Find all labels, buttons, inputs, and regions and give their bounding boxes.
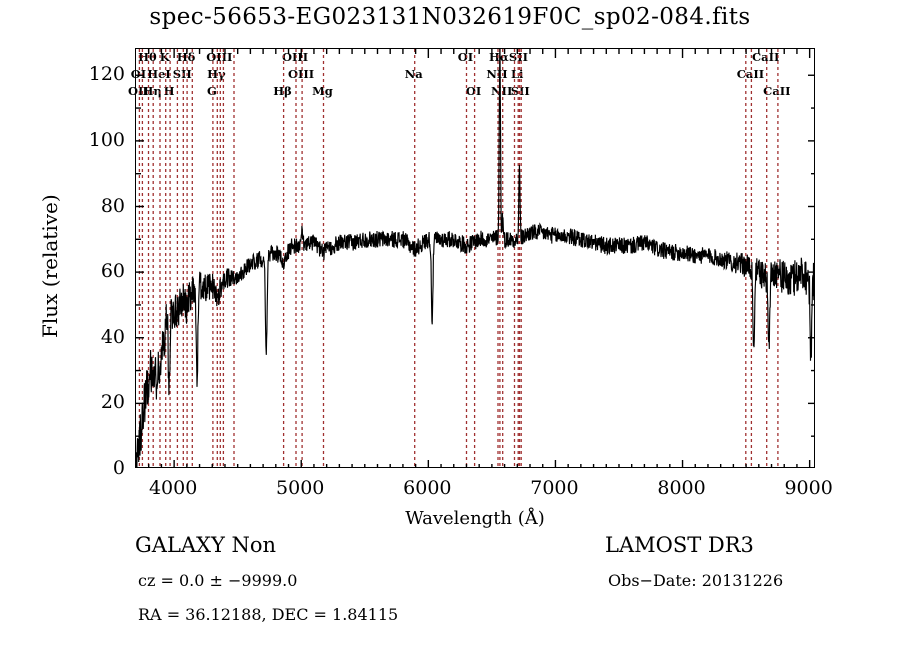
line-label-HeI-3889: HeI — [147, 67, 171, 81]
line-label-Mg-5175: Mg — [312, 84, 333, 98]
x-tick-8000: 8000 — [657, 477, 706, 499]
x-axis-label: Wavelength (Å) — [405, 508, 545, 529]
line-label-OIII-5007: OIII — [288, 67, 315, 81]
y-tick-80: 80 — [100, 194, 125, 217]
line-label-CaII-8542: CaII — [736, 67, 765, 81]
y-axis-label: Flux (relative) — [38, 194, 62, 338]
y-tick-120: 120 — [88, 63, 125, 86]
line-label-H-4102: Hδ — [176, 50, 196, 64]
line-label-SII-6731: SII — [510, 84, 530, 98]
line-label-Li-6707: Li — [510, 67, 524, 81]
plot-frame — [135, 48, 815, 468]
line-label-H-3798: Hθ — [138, 50, 157, 64]
x-tick-7000: 7000 — [530, 477, 579, 499]
x-tick-6000: 6000 — [403, 477, 452, 499]
observation-date: Obs−Date: 20131226 — [608, 571, 784, 590]
line-label-OII-3727: OII — [128, 84, 149, 98]
spectrum-trace-layer — [136, 49, 814, 467]
line-label-H-3835: Hη — [142, 84, 162, 98]
line-label-H-6563: Hα — [489, 50, 509, 64]
line-label-CaII-8662: CaII — [751, 50, 780, 64]
line-label-SII-4072: SII — [172, 67, 192, 81]
line-label-NII-6548: NII — [486, 67, 508, 81]
line-label-OI-3727: OI — [130, 67, 147, 81]
y-tick-100: 100 — [88, 128, 125, 151]
line-label-OI-6300: OI — [457, 50, 474, 64]
line-label-H-3968: H — [163, 84, 175, 98]
line-label-H-4340: Hγ — [207, 67, 226, 81]
line-label-OIII-4363: OIII — [206, 50, 233, 64]
object-class: GALAXY Non — [135, 533, 277, 557]
survey-name: LAMOST DR3 — [605, 533, 754, 557]
y-tick-20: 20 — [100, 391, 125, 414]
line-label-K-3934: K — [159, 50, 170, 64]
line-label-OI-6364: OI — [465, 84, 482, 98]
y-tick-0: 0 — [112, 457, 125, 479]
x-tick-9000: 9000 — [784, 477, 833, 499]
page-title: spec-56653-EG023131N032619F0C_sp02-084.f… — [149, 4, 751, 30]
y-tick-40: 40 — [100, 325, 125, 348]
line-label-H-4861: Hβ — [273, 84, 292, 98]
marker-lines-layer — [138, 49, 779, 467]
line-label-G-4305: G — [206, 84, 217, 98]
x-tick-4000: 4000 — [148, 477, 198, 499]
line-label-Na-5893: Na — [404, 67, 423, 81]
plot-canvas — [136, 49, 814, 467]
line-label-NII-6585: NII — [491, 84, 513, 98]
line-label-OIII-4959: OIII — [281, 50, 309, 64]
line-label-CaII-8750: CaII — [763, 84, 791, 98]
redshift-value: cz = 0.0 ± −9999.0 — [138, 571, 298, 590]
x-tick-5000: 5000 — [276, 477, 325, 499]
coordinates: RA = 36.12188, DEC = 1.84115 — [138, 605, 399, 624]
y-tick-60: 60 — [100, 260, 125, 283]
